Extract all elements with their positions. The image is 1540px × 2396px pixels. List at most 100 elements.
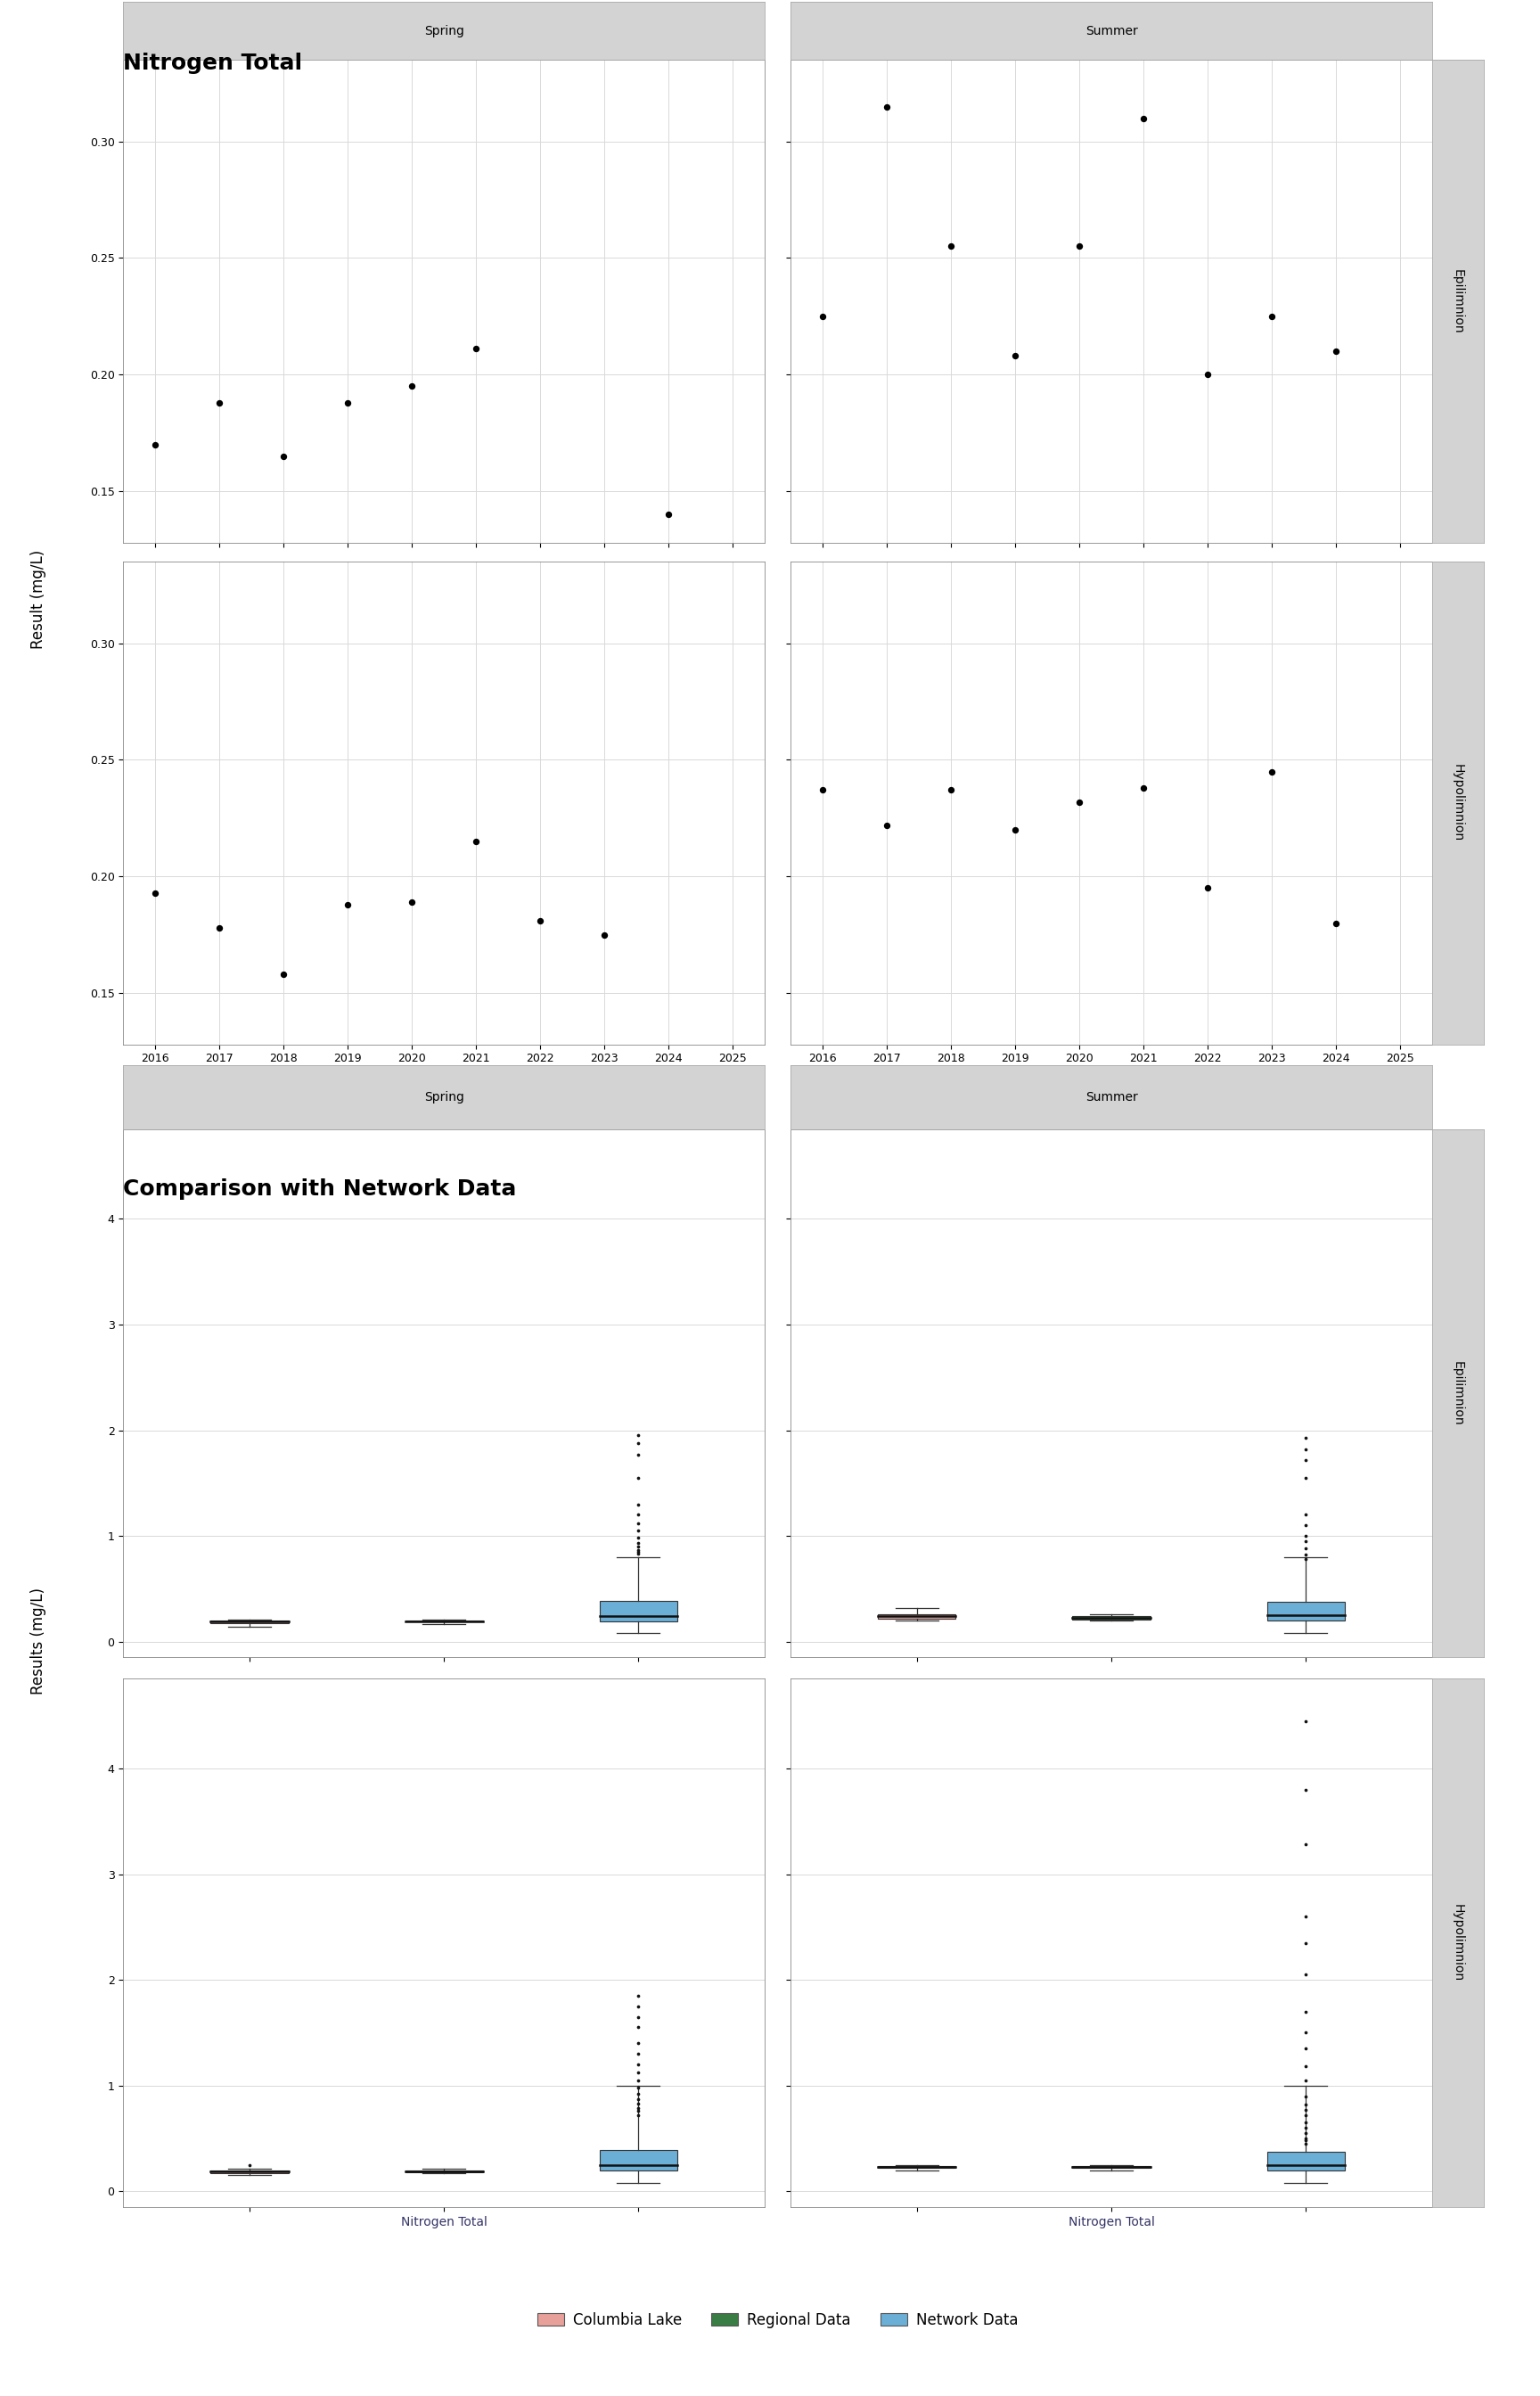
Point (1294, 2077, 1318, 2116)
Point (143, 426, 168, 465)
Text: Comparison with Network Data: Comparison with Network Data (123, 1179, 516, 1200)
Point (875, 805, 899, 843)
Point (810, 297, 835, 335)
Point (1294, 1955, 1318, 1993)
Point (627, 1486, 651, 1524)
Point (399, 367, 424, 405)
Bar (599, 2149, 678, 2171)
Point (627, 1533, 651, 1572)
Point (399, 882, 424, 920)
Point (1294, 2118, 1318, 2156)
Point (656, 496, 681, 534)
Point (627, 1986, 651, 2025)
Point (1294, 1440, 1318, 1478)
Point (627, 2008, 651, 2046)
Point (627, 1505, 651, 1543)
Point (1294, 1521, 1318, 1560)
Point (1294, 2096, 1318, 2135)
Point (1195, 870, 1220, 908)
Point (627, 2053, 651, 2092)
Point (528, 901, 553, 939)
Point (464, 822, 488, 860)
Point (875, 86, 899, 125)
Point (627, 2025, 651, 2063)
Point (1294, 1459, 1318, 1498)
Point (627, 1459, 651, 1498)
Point (1324, 333, 1349, 371)
Point (1294, 2029, 1318, 2068)
Text: Result (mg/L): Result (mg/L) (31, 549, 46, 649)
Point (810, 772, 835, 810)
Point (464, 331, 488, 369)
Point (1195, 355, 1220, 393)
Point (1260, 297, 1284, 335)
Point (627, 2096, 651, 2135)
Point (1294, 2113, 1318, 2152)
Point (1294, 1701, 1318, 1739)
Point (1294, 1529, 1318, 1567)
Point (627, 2034, 651, 2073)
Point (1294, 1507, 1318, 1545)
Point (627, 1998, 651, 2037)
Point (1294, 2013, 1318, 2051)
Point (627, 2092, 651, 2130)
Point (1294, 1826, 1318, 1864)
Point (1294, 2085, 1318, 2123)
Point (627, 1531, 651, 1569)
Point (1003, 810, 1027, 848)
Point (1294, 1536, 1318, 1574)
Bar (878, 1615, 956, 1620)
Point (627, 2061, 651, 2099)
Point (1067, 783, 1092, 822)
Point (271, 436, 296, 474)
Point (627, 1423, 651, 1462)
Point (271, 956, 296, 994)
Point (627, 1416, 651, 1454)
Point (1294, 2108, 1318, 2147)
Point (627, 1512, 651, 1550)
Bar (1267, 2152, 1344, 2171)
Point (1294, 1418, 1318, 1457)
Point (1294, 1924, 1318, 1962)
Point (143, 875, 168, 913)
Point (591, 915, 616, 954)
Point (1324, 903, 1349, 942)
Point (1294, 2104, 1318, 2142)
Point (336, 884, 360, 922)
Point (206, 908, 231, 946)
Point (939, 772, 964, 810)
Bar (1267, 1601, 1344, 1620)
Text: Results (mg/L): Results (mg/L) (31, 1589, 46, 1694)
Point (627, 1536, 651, 1574)
Point (627, 1435, 651, 1474)
Point (1260, 752, 1284, 791)
Point (1003, 338, 1027, 376)
Legend: Columbia Lake, Regional Data, Network Data: Columbia Lake, Regional Data, Network Da… (531, 2305, 1024, 2334)
Point (1132, 769, 1157, 807)
Point (1294, 2061, 1318, 2099)
Point (627, 2068, 651, 2106)
Point (1294, 1517, 1318, 1555)
Text: Nitrogen Total: Nitrogen Total (123, 53, 302, 74)
Point (627, 1524, 651, 1562)
Point (206, 383, 231, 422)
Point (1294, 1771, 1318, 1809)
Point (627, 2075, 651, 2113)
Point (1294, 2092, 1318, 2130)
Point (627, 2089, 651, 2128)
Point (939, 228, 964, 266)
Bar (599, 1601, 678, 1622)
Point (1294, 2120, 1318, 2159)
Point (1294, 2125, 1318, 2164)
Bar (1072, 1617, 1150, 1620)
Point (1294, 2046, 1318, 2085)
Point (627, 1977, 651, 2015)
Point (627, 2080, 651, 2118)
Point (336, 383, 360, 422)
Point (627, 1526, 651, 1565)
Point (1294, 1541, 1318, 1579)
Point (1294, 1898, 1318, 1936)
Point (1294, 1430, 1318, 1469)
Point (1294, 1495, 1318, 1533)
Point (627, 2085, 651, 2123)
